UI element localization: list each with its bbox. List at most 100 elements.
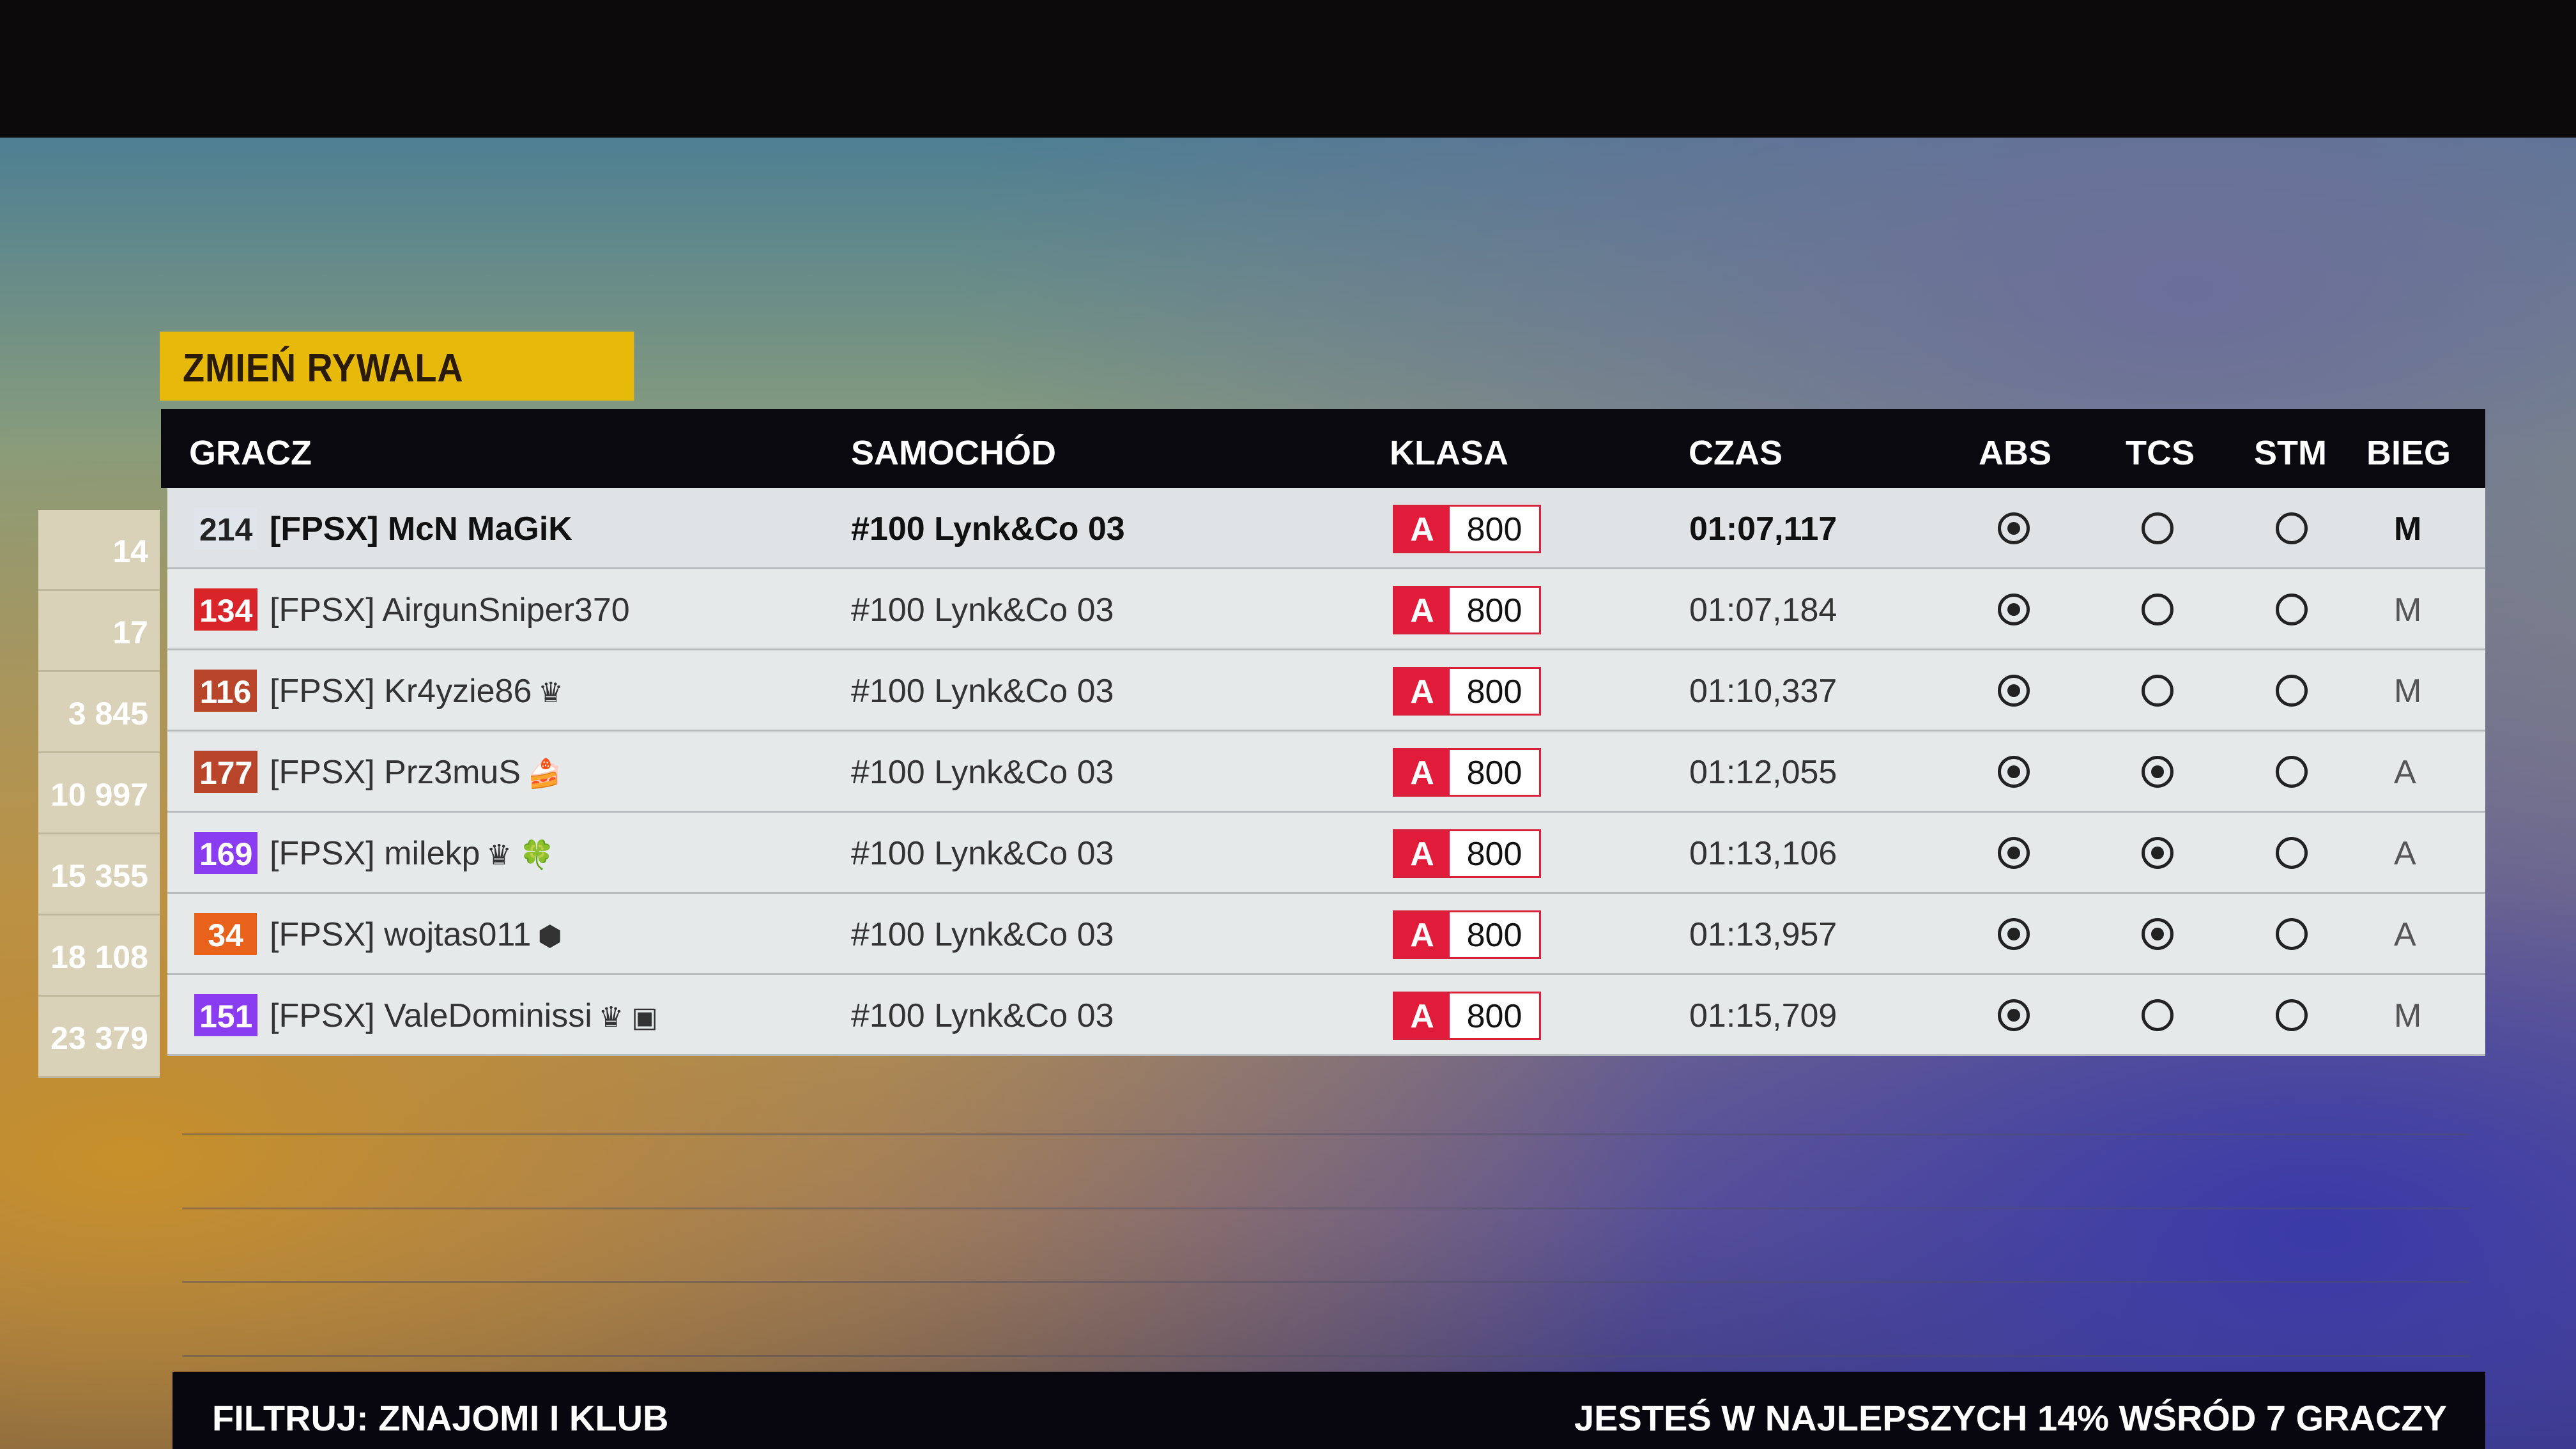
player-name: [FPSX] ValeDominissi ♛ ▣ (270, 997, 658, 1035)
rank: 15 355 (38, 834, 160, 916)
abs-indicator-icon (1998, 594, 2030, 625)
gearbox: A (2394, 835, 2416, 872)
rank: 3 845 (38, 672, 160, 753)
class-badge: A 800 (1393, 829, 1541, 878)
rank: 14 (38, 510, 160, 591)
class-value: 800 (1466, 511, 1522, 548)
class-value: 800 (1466, 755, 1522, 792)
level-badge: 34 (194, 913, 257, 955)
leaderboard-row[interactable]: 23 379 151 [FPSX] ValeDominissi ♛ ▣ #100 … (38, 975, 2485, 1078)
abs-indicator-icon (1998, 675, 2030, 707)
level-badge: 116 (194, 670, 257, 712)
leaderboard-row[interactable]: 15 355 169 [FPSX] milekp ♛ 🍀 #100 Lynk&Co… (38, 813, 2485, 916)
leaderboard-rows: 14 214 [FPSX] McN MaGiK #100 Lynk&Co 03 … (38, 488, 2485, 1078)
level-badge: 177 (194, 751, 258, 793)
car-name: #100 Lynk&Co 03 (851, 916, 1114, 953)
tcs-indicator-icon (2142, 918, 2174, 950)
player-badge-icon: ♛ 🍀 (486, 839, 555, 871)
class-value: 800 (1466, 673, 1522, 710)
player-label: [FPSX] Kr4yzie86 (270, 673, 532, 710)
class-badge: A 800 (1393, 992, 1541, 1040)
empty-row-divider (182, 1281, 2469, 1283)
stm-indicator-icon (2276, 594, 2308, 625)
class-letter: A (1395, 669, 1450, 714)
player-name: [FPSX] milekp ♛ 🍀 (270, 834, 555, 873)
empty-row-divider (182, 1133, 2469, 1135)
player-badge-icon: ♛ ▣ (598, 1002, 658, 1033)
tcs-indicator-icon (2142, 756, 2174, 788)
gearbox: M (2394, 510, 2422, 548)
footer-bar: FILTRUJ: ZNAJOMI I KLUB JESTEŚ W NAJLEPS… (172, 1372, 2485, 1449)
class-letter: A (1395, 831, 1450, 876)
player-name: [FPSX] McN MaGiK (270, 510, 579, 548)
player-label: [FPSX] ValeDominissi (270, 997, 592, 1034)
player-label: [FPSX] milekp (270, 835, 480, 872)
stm-indicator-icon (2276, 918, 2308, 950)
player-name: [FPSX] AirgunSniper370 (270, 591, 636, 629)
stm-indicator-icon (2276, 999, 2308, 1031)
col-time: CZAS (1689, 434, 1782, 472)
leaderboard-row[interactable]: 18 108 34 [FPSX] wojtas011 ⬢ #100 Lynk&Co… (38, 894, 2485, 997)
lap-time: 01:13,106 (1689, 835, 1837, 872)
leaderboard-row[interactable]: 10 997 177 [FPSX] Prz3muS 🍰 #100 Lynk&Co … (38, 732, 2485, 834)
class-letter: A (1395, 588, 1450, 632)
level-badge: 134 (194, 588, 258, 631)
rank: 10 997 (38, 753, 160, 834)
abs-indicator-icon (1998, 918, 2030, 950)
class-value: 800 (1466, 592, 1522, 629)
leaderboard-row[interactable]: 3 845 116 [FPSX] Kr4yzie86 ♛ #100 Lynk&Co… (38, 650, 2485, 753)
leaderboard-header: GRACZ SAMOCHÓD KLASA CZAS ABS TCS STM BI… (161, 409, 2485, 488)
player-name: [FPSX] wojtas011 ⬢ (270, 916, 562, 954)
empty-row-divider (182, 1355, 2469, 1357)
gearbox: M (2394, 997, 2422, 1034)
tcs-indicator-icon (2142, 999, 2174, 1031)
lap-time: 01:15,709 (1689, 997, 1837, 1034)
change-rival-button[interactable]: ZMIEŃ RYWALA (160, 332, 634, 401)
stm-indicator-icon (2276, 837, 2308, 869)
leaderboard-row[interactable]: 17 134 [FPSX] AirgunSniper370 #100 Lynk&… (38, 569, 2485, 672)
class-value: 800 (1466, 917, 1522, 954)
col-stm: STM (2254, 434, 2327, 472)
player-label: [FPSX] wojtas011 (270, 916, 532, 953)
class-value: 800 (1466, 998, 1522, 1035)
player-badge-icon: ⬢ (537, 921, 562, 952)
player-label: [FPSX] AirgunSniper370 (270, 592, 630, 629)
gearbox: M (2394, 673, 2422, 710)
class-letter: A (1395, 750, 1450, 795)
lap-time: 01:13,957 (1689, 916, 1837, 953)
tcs-indicator-icon (2142, 512, 2174, 544)
abs-indicator-icon (1998, 512, 2030, 544)
filter-button[interactable]: FILTRUJ: ZNAJOMI I KLUB (212, 1398, 669, 1438)
stm-indicator-icon (2276, 675, 2308, 707)
player-badge-icon: ♛ (538, 677, 564, 709)
tcs-indicator-icon (2142, 675, 2174, 707)
level-badge: 169 (194, 832, 258, 874)
col-abs: ABS (1979, 434, 2052, 472)
col-class: KLASA (1390, 434, 1508, 472)
player-name: [FPSX] Prz3muS 🍰 (270, 753, 562, 792)
col-gear: BIEG (2366, 434, 2451, 472)
abs-indicator-icon (1998, 756, 2030, 788)
class-letter: A (1395, 912, 1450, 957)
leaderboard-row[interactable]: 14 214 [FPSX] McN MaGiK #100 Lynk&Co 03 … (38, 488, 2485, 591)
player-label: [FPSX] Prz3muS (270, 754, 521, 791)
car-name: #100 Lynk&Co 03 (851, 754, 1114, 791)
tcs-indicator-icon (2142, 594, 2174, 625)
class-letter: A (1395, 993, 1450, 1038)
lap-time: 01:12,055 (1689, 754, 1837, 791)
col-player: GRACZ (189, 434, 312, 472)
class-badge: A 800 (1393, 667, 1541, 716)
abs-indicator-icon (1998, 837, 2030, 869)
level-badge: 214 (194, 507, 258, 549)
car-name: #100 Lynk&Co 03 (851, 592, 1114, 629)
class-badge: A 800 (1393, 748, 1541, 797)
col-car: SAMOCHÓD (851, 434, 1056, 472)
class-letter: A (1395, 507, 1450, 551)
empty-row-divider (182, 1208, 2469, 1209)
player-label: [FPSX] McN MaGiK (270, 510, 572, 548)
stm-indicator-icon (2276, 756, 2308, 788)
class-value: 800 (1466, 836, 1522, 873)
rank: 17 (38, 591, 160, 672)
car-name: #100 Lynk&Co 03 (851, 997, 1114, 1034)
gearbox: M (2394, 592, 2422, 629)
